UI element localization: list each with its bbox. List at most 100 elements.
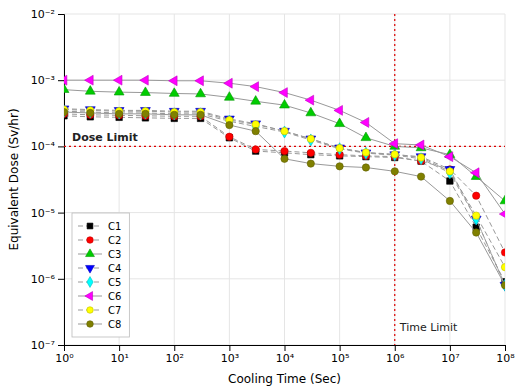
marker (197, 111, 204, 118)
marker (305, 95, 314, 105)
tick: 10⁴ (276, 345, 295, 365)
marker (391, 168, 398, 175)
marker (171, 108, 178, 120)
tick: 10⁸ (496, 345, 515, 365)
series-markers (64, 108, 505, 288)
marker (501, 249, 505, 256)
legend-item: C2 (78, 235, 121, 246)
tick-label: 10³ (221, 352, 239, 365)
marker (280, 99, 290, 108)
chart: 10⁰10¹10²10³10⁴10⁵10⁶10⁷10⁸10⁻⁷10⁻⁶10⁻⁵1… (0, 0, 525, 391)
tick: 10⁻³ (31, 74, 64, 87)
reference-line (64, 146, 505, 147)
axis-line (65, 346, 506, 352)
marker (116, 107, 123, 119)
marker (113, 75, 122, 85)
tick-label: 10⁸ (496, 352, 515, 365)
marker (445, 167, 455, 176)
legend-item: C8 (78, 319, 121, 330)
marker (473, 192, 480, 199)
legend-marker (87, 307, 94, 314)
marker (444, 152, 453, 162)
legend-label: C7 (108, 305, 121, 316)
series-line (64, 109, 505, 285)
marker (87, 106, 94, 118)
series-markers (64, 84, 505, 204)
legend: C1C2C3C4C5C6C7C8 (72, 213, 129, 337)
marker (499, 209, 505, 219)
series-line (64, 116, 505, 282)
series-markers (64, 106, 505, 291)
marker (251, 96, 261, 105)
grid-line-y (64, 212, 505, 213)
tick: 10⁰ (55, 345, 74, 365)
marker (281, 147, 288, 154)
marker (307, 160, 314, 167)
legend-item: C1 (78, 221, 121, 232)
marker (169, 88, 179, 97)
legend-box (72, 213, 129, 337)
grid-line-x (229, 14, 230, 345)
marker (87, 109, 94, 116)
grid-line-y (64, 278, 505, 279)
marker (391, 149, 398, 161)
y-axis-title: Equivalent Dose (Sv/hr) (7, 108, 21, 250)
marker (473, 229, 480, 236)
series-markers (64, 105, 505, 291)
legend-item: C5 (78, 277, 121, 288)
series-markers (64, 110, 505, 256)
tick-mark (285, 345, 286, 351)
tick: 10⁶ (386, 345, 405, 365)
marker (501, 263, 505, 270)
marker (142, 107, 149, 119)
marker (307, 134, 314, 146)
tick: 10⁻⁶ (31, 273, 64, 286)
tick-mark (58, 213, 64, 214)
legend-marker (85, 292, 93, 301)
annotation: Dose Limit (72, 131, 138, 144)
legend-item: C7 (78, 305, 121, 316)
series-markers (64, 113, 505, 286)
grid-line-x (505, 14, 506, 345)
grid-line-y (64, 14, 505, 15)
series-line (64, 111, 505, 285)
marker (114, 86, 124, 95)
marker (361, 132, 371, 141)
legend-marker (86, 249, 95, 257)
marker (115, 110, 122, 117)
legend-marker (87, 237, 94, 244)
marker (169, 76, 178, 86)
tick-mark (229, 345, 230, 351)
tick: 10² (166, 345, 184, 365)
marker (415, 140, 424, 150)
tick: 10⁻⁷ (31, 339, 64, 352)
marker (224, 92, 234, 101)
legend-label: C8 (108, 319, 121, 330)
annotations: Dose LimitTime Limit (72, 131, 458, 334)
marker (281, 126, 288, 138)
tick: 10⁵ (331, 345, 349, 365)
tick: 10⁻⁴ (31, 140, 64, 153)
tick-mark (58, 14, 64, 15)
reference-line (394, 14, 395, 345)
marker (391, 151, 398, 158)
legend-marker (87, 277, 93, 288)
marker (334, 105, 343, 115)
marker (224, 78, 233, 88)
tick-label: 10⁻³ (31, 74, 55, 87)
grid-line-x (174, 14, 175, 345)
tick-mark (58, 146, 64, 147)
series-line (64, 114, 505, 253)
marker (226, 121, 233, 128)
x-axis: 10⁰10¹10²10³10⁴10⁵10⁶10⁷10⁸ (55, 345, 515, 365)
marker (140, 75, 149, 85)
marker (500, 195, 505, 204)
grid-line-x (394, 14, 395, 345)
legend-label: C5 (108, 277, 121, 288)
marker (306, 107, 316, 116)
tick-mark (58, 80, 64, 81)
marker (142, 110, 149, 117)
legend-marker (86, 265, 95, 273)
legend-label: C2 (108, 235, 121, 246)
marker (360, 118, 369, 128)
